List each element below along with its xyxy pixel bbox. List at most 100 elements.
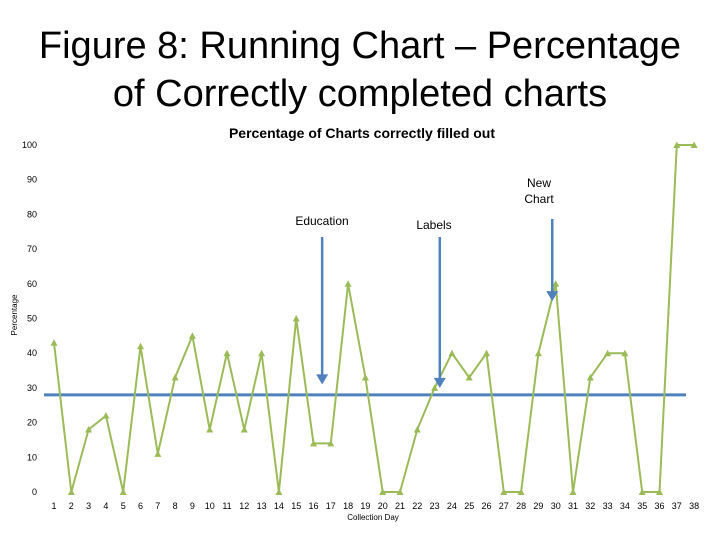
data-point — [465, 373, 473, 381]
data-point — [534, 349, 542, 357]
series-layer — [50, 141, 698, 495]
x-axis-label: Collection Day — [347, 513, 399, 522]
annotation-layer: Education Labels New Chart — [295, 176, 559, 388]
x-tick-label: 31 — [568, 501, 578, 511]
data-point — [67, 488, 75, 495]
x-tick-label: 13 — [257, 501, 267, 511]
data-point — [171, 373, 179, 381]
y-tick-label: 70 — [27, 244, 37, 254]
data-point — [413, 426, 421, 433]
x-tick-labels: 1 2 3 4 5 6 7 8 9 10 11 12 13 14 15 16 17 18 19 20 21 22 23 24 2… — [51, 501, 699, 511]
data-point — [396, 488, 404, 495]
data-point — [188, 332, 196, 339]
x-tick-label: 8 — [173, 501, 178, 511]
data-point — [690, 141, 698, 148]
x-tick-label: 32 — [585, 501, 595, 511]
data-point — [656, 488, 663, 495]
data-point — [569, 488, 577, 495]
data-point — [327, 439, 335, 447]
slide-title-line-1: Figure 8: Running Chart – Percentage — [38, 25, 682, 67]
annotation-arrow-head — [433, 377, 446, 388]
y-tick-label: 30 — [27, 383, 37, 393]
x-tick-label: 3 — [86, 501, 91, 511]
x-tick-label: 29 — [533, 501, 543, 511]
x-tick-label: 24 — [447, 501, 457, 511]
data-point — [552, 280, 560, 287]
x-tick-label: 21 — [395, 501, 405, 511]
y-tick-label: 100 — [22, 140, 37, 150]
x-tick-label: 17 — [326, 501, 336, 511]
data-point — [517, 488, 525, 495]
x-tick-label: 23 — [430, 501, 440, 511]
y-tick-label: 50 — [27, 314, 37, 324]
data-point — [379, 488, 387, 495]
x-tick-label: 30 — [551, 501, 561, 511]
data-point — [344, 280, 352, 287]
data-point — [448, 349, 456, 357]
annotation-arrow-head — [546, 291, 559, 302]
data-point — [500, 488, 508, 495]
data-point — [85, 426, 93, 433]
data-point — [240, 426, 248, 433]
annotation-label: Chart — [524, 192, 554, 206]
x-tick-label: 27 — [499, 501, 509, 511]
x-tick-label: 18 — [343, 501, 353, 511]
data-point — [310, 439, 317, 447]
data-point — [119, 488, 127, 495]
y-tick-label: 60 — [27, 279, 37, 289]
x-tick-label: 15 — [291, 501, 301, 511]
data-point — [586, 373, 594, 381]
data-point — [223, 349, 231, 357]
data-point — [673, 141, 681, 148]
data-point — [206, 426, 214, 433]
annotation-arrow-head — [316, 374, 329, 385]
data-point — [154, 450, 162, 457]
data-point — [50, 339, 58, 346]
x-tick-label: 12 — [239, 501, 249, 511]
data-point — [361, 373, 369, 381]
data-point — [604, 349, 612, 357]
y-axis-label: Percentage — [10, 294, 19, 335]
data-point — [292, 315, 300, 322]
x-tick-label: 5 — [121, 501, 126, 511]
data-point — [102, 412, 110, 419]
x-tick-label: 20 — [378, 501, 388, 511]
x-tick-label: 36 — [654, 501, 664, 511]
annotation-label: New — [527, 176, 551, 190]
y-tick-label: 90 — [27, 175, 37, 185]
y-tick-label: 40 — [27, 348, 37, 358]
data-point — [137, 342, 144, 350]
x-tick-label: 10 — [205, 501, 215, 511]
slide-title: Figure 8: Running Chart – Percentage of … — [20, 22, 700, 118]
x-tick-label: 1 — [51, 501, 56, 511]
data-point — [638, 488, 646, 495]
y-tick-label: 10 — [27, 452, 37, 462]
x-tick-label: 16 — [308, 501, 318, 511]
x-tick-label: 26 — [481, 501, 491, 511]
x-tick-label: 34 — [620, 501, 630, 511]
y-tick-labels: 0 10 20 30 40 50 60 70 80 90 100 — [22, 140, 37, 497]
x-tick-label: 22 — [412, 501, 422, 511]
x-tick-label: 2 — [69, 501, 74, 511]
data-point — [483, 349, 490, 357]
x-tick-label: 25 — [464, 501, 474, 511]
x-tick-label: 7 — [155, 501, 160, 511]
chart-title: Percentage of Charts correctly filled ou… — [229, 125, 495, 141]
x-tick-label: 9 — [190, 501, 195, 511]
x-tick-label: 35 — [637, 501, 647, 511]
x-tick-label: 11 — [222, 501, 231, 511]
slide-title-line-2: of Correctly completed charts — [112, 73, 608, 115]
x-tick-label: 37 — [672, 501, 682, 511]
y-tick-label: 20 — [27, 418, 37, 428]
data-point — [621, 349, 629, 357]
y-tick-label: 0 — [32, 487, 37, 497]
x-tick-label: 4 — [103, 501, 108, 511]
y-tick-label: 80 — [27, 209, 37, 219]
data-point — [258, 349, 266, 357]
x-tick-label: 33 — [603, 501, 613, 511]
data-point — [275, 488, 283, 495]
annotation-label: Education — [295, 214, 348, 228]
x-tick-label: 28 — [516, 501, 526, 511]
x-tick-label: 6 — [138, 501, 143, 511]
